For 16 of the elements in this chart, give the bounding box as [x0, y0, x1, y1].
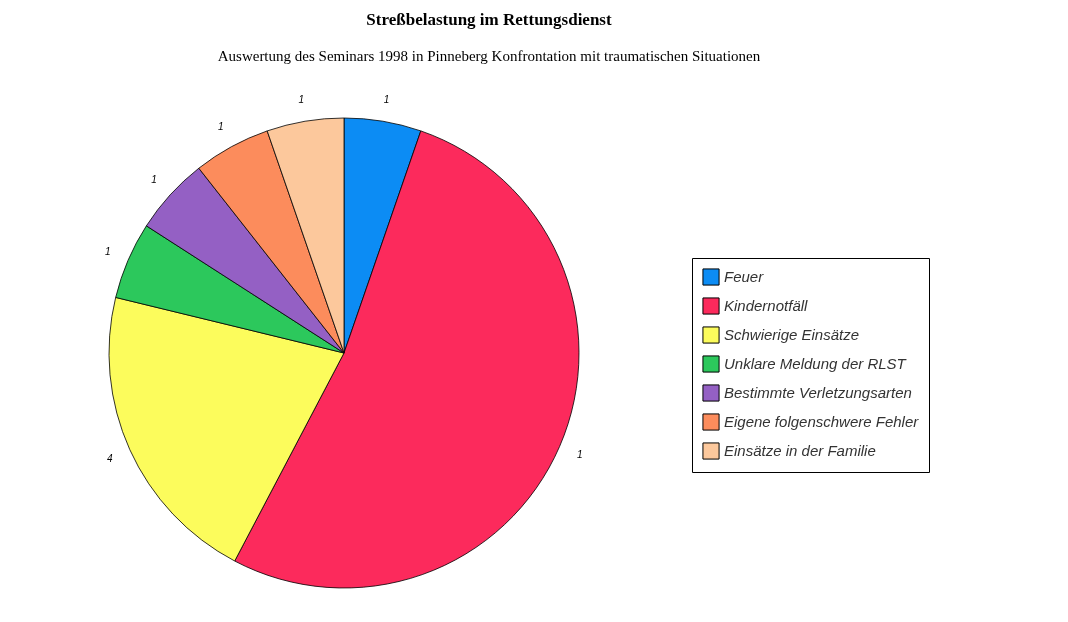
text: 1	[383, 93, 390, 105]
chart-subtitle: Auswertung des Seminars 1998 in Pinneberg Konfrontation mit traumatischen Situationen	[217, 47, 761, 64]
legend-label: Eigene folgenschwere Fehler	[724, 413, 920, 430]
legend-label: Schwierige Einsätze	[724, 326, 860, 343]
text: 1	[577, 449, 583, 461]
text: 4	[106, 452, 113, 464]
legend-label: Bestimmte Verletzungsarten	[724, 384, 912, 401]
text: 1	[218, 121, 224, 133]
legend-label: Einsätze in der Familie	[724, 442, 876, 459]
chart-title: Streßbelastung im Rettungsdienst	[366, 9, 612, 29]
text: 1	[105, 245, 111, 257]
text: 1	[151, 174, 157, 186]
legend-label: Unklare Meldung der RLST	[724, 355, 908, 372]
text: 1	[298, 93, 305, 105]
legend-label: Feuer	[724, 268, 765, 285]
legend-label: Kindernotfäll	[724, 297, 809, 314]
